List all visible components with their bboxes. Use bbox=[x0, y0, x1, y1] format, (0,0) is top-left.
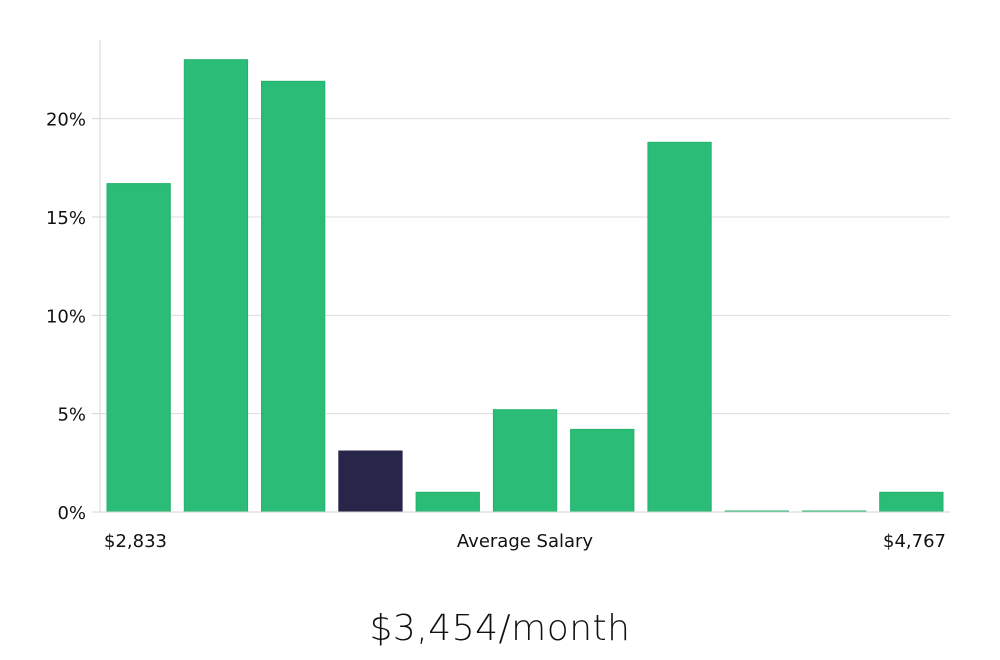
salary-distribution-chart: 0% 5% 10% 15% 20% $2,833 Average Salary $4,7… bbox=[46, 40, 950, 552]
x-max-label: $4,767 bbox=[883, 531, 946, 552]
bar-11 bbox=[879, 491, 944, 513]
bar-6 bbox=[492, 409, 558, 513]
y-tick-label-20: 20% bbox=[46, 110, 86, 131]
chart-svg: 0% 5% 10% 15% 20% $2,833 Average Salary $4,7… bbox=[46, 40, 950, 552]
bar-8 bbox=[647, 141, 712, 513]
bar-highlighted-4 bbox=[338, 450, 403, 513]
x-axis-title: Average Salary bbox=[457, 531, 594, 552]
average-salary-value: $3,454/month bbox=[369, 608, 631, 649]
x-min-label: $2,833 bbox=[104, 531, 167, 552]
bars bbox=[106, 59, 944, 513]
bar-7 bbox=[570, 428, 635, 513]
y-tick-label-5: 5% bbox=[57, 405, 86, 426]
bar-1 bbox=[106, 183, 171, 513]
bar-5 bbox=[415, 491, 480, 513]
bar-3 bbox=[261, 80, 326, 513]
y-tick-label-10: 10% bbox=[46, 306, 86, 327]
axes: 0% 5% 10% 15% 20% bbox=[46, 40, 950, 524]
y-tick-label-15: 15% bbox=[46, 208, 86, 229]
bar-2 bbox=[183, 59, 249, 513]
labels: $2,833 Average Salary $4,767 bbox=[104, 531, 946, 552]
y-tick-label-0: 0% bbox=[57, 503, 86, 524]
